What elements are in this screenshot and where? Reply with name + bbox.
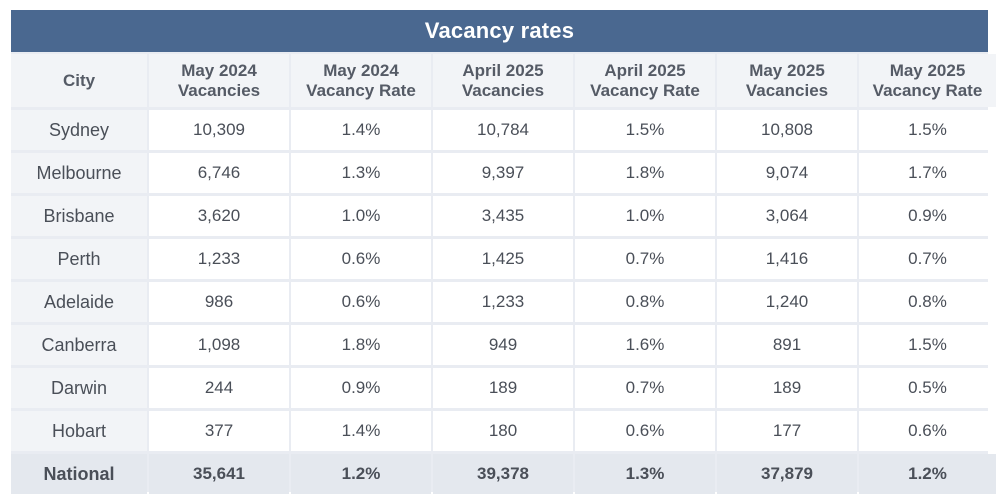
table-cell: 6,746 bbox=[149, 153, 289, 193]
column-header-line2: Vacancies bbox=[745, 80, 829, 100]
column-header-line2: Vacancy Rate bbox=[306, 80, 416, 100]
city-name-cell: Adelaide bbox=[11, 282, 147, 322]
table-cell: 1.8% bbox=[575, 153, 715, 193]
column-header-city: City bbox=[11, 54, 147, 107]
table-cell: 1.3% bbox=[291, 153, 431, 193]
table-cell: 1.5% bbox=[859, 110, 996, 150]
total-value-cell: 37,879 bbox=[717, 454, 857, 494]
table-cell: 1,233 bbox=[149, 239, 289, 279]
column-header-line1: May 2024 bbox=[323, 60, 399, 80]
city-name-cell: Hobart bbox=[11, 411, 147, 451]
column-header: April 2025 Vacancies bbox=[433, 54, 573, 107]
total-value-cell: 1.3% bbox=[575, 454, 715, 494]
table-cell: 0.7% bbox=[575, 368, 715, 408]
table-cell: 0.8% bbox=[575, 282, 715, 322]
column-header: April 2025 Vacancy Rate bbox=[575, 54, 715, 107]
table-cell: 1.0% bbox=[575, 196, 715, 236]
total-value-cell: 35,641 bbox=[149, 454, 289, 494]
total-value-cell: 1.2% bbox=[859, 454, 996, 494]
table-cell: 377 bbox=[149, 411, 289, 451]
table-cell: 1.7% bbox=[859, 153, 996, 193]
table-cell: 180 bbox=[433, 411, 573, 451]
total-row-label: National bbox=[11, 454, 147, 494]
table-cell: 1,416 bbox=[717, 239, 857, 279]
column-header-line2: Vacancies bbox=[461, 80, 545, 100]
table-cell: 1,425 bbox=[433, 239, 573, 279]
table-cell: 1.5% bbox=[575, 110, 715, 150]
city-name-cell: Canberra bbox=[11, 325, 147, 365]
table-cell: 0.9% bbox=[859, 196, 996, 236]
column-header-line2: Vacancy Rate bbox=[872, 80, 983, 100]
table-cell: 0.9% bbox=[291, 368, 431, 408]
table-cell: 189 bbox=[717, 368, 857, 408]
column-header-line1: City bbox=[62, 70, 96, 90]
table-cell: 1.4% bbox=[291, 411, 431, 451]
table-cell: 10,309 bbox=[149, 110, 289, 150]
column-header-line1: May 2025 bbox=[889, 60, 966, 80]
table-cell: 9,397 bbox=[433, 153, 573, 193]
city-name-cell: Sydney bbox=[11, 110, 147, 150]
table-cell: 891 bbox=[717, 325, 857, 365]
total-value-cell: 1.2% bbox=[291, 454, 431, 494]
column-header-line2: Vacancy Rate bbox=[590, 80, 700, 100]
table-cell: 189 bbox=[433, 368, 573, 408]
city-name-cell: Melbourne bbox=[11, 153, 147, 193]
table-cell: 0.6% bbox=[859, 411, 996, 451]
column-header-line1: April 2025 bbox=[604, 60, 686, 80]
table-cell: 949 bbox=[433, 325, 573, 365]
table-cell: 10,784 bbox=[433, 110, 573, 150]
vacancy-table-panel: Vacancy rates City May 2024 Vacancies May 2… bbox=[11, 10, 996, 494]
column-header: May 2024 Vacancy Rate bbox=[291, 54, 431, 107]
table-cell: 0.7% bbox=[859, 239, 996, 279]
table-cell: 0.5% bbox=[859, 368, 996, 408]
table-cell: 986 bbox=[149, 282, 289, 322]
table-cell: 0.6% bbox=[291, 282, 431, 322]
table-cell: 1.6% bbox=[575, 325, 715, 365]
column-header-line1: May 2024 bbox=[181, 60, 257, 80]
table-cell: 9,074 bbox=[717, 153, 857, 193]
column-header-line1: May 2025 bbox=[749, 60, 825, 80]
column-header: May 2025 Vacancy Rate bbox=[859, 54, 996, 107]
column-header-line1: April 2025 bbox=[462, 60, 544, 80]
table-cell: 1,233 bbox=[433, 282, 573, 322]
table-cell: 244 bbox=[149, 368, 289, 408]
table-cell: 0.8% bbox=[859, 282, 996, 322]
table-cell: 0.6% bbox=[575, 411, 715, 451]
city-name-cell: Perth bbox=[11, 239, 147, 279]
table-cell: 1.8% bbox=[291, 325, 431, 365]
column-header: May 2024 Vacancies bbox=[149, 54, 289, 107]
table-cell: 1.4% bbox=[291, 110, 431, 150]
table-cell: 3,064 bbox=[717, 196, 857, 236]
table-cell: 177 bbox=[717, 411, 857, 451]
table-cell: 10,808 bbox=[717, 110, 857, 150]
table-cell: 1,098 bbox=[149, 325, 289, 365]
table-cell: 0.6% bbox=[291, 239, 431, 279]
table-title: Vacancy rates bbox=[11, 10, 988, 52]
table-cell: 3,620 bbox=[149, 196, 289, 236]
table-cell: 1,240 bbox=[717, 282, 857, 322]
column-header-line2: Vacancies bbox=[177, 80, 261, 100]
city-name-cell: Darwin bbox=[11, 368, 147, 408]
table-cell: 1.5% bbox=[859, 325, 996, 365]
column-header: May 2025 Vacancies bbox=[717, 54, 857, 107]
vacancy-table-grid: City May 2024 Vacancies May 2024 Vacancy Rat… bbox=[11, 54, 996, 494]
table-cell: 3,435 bbox=[433, 196, 573, 236]
total-value-cell: 39,378 bbox=[433, 454, 573, 494]
city-name-cell: Brisbane bbox=[11, 196, 147, 236]
table-cell: 1.0% bbox=[291, 196, 431, 236]
table-cell: 0.7% bbox=[575, 239, 715, 279]
